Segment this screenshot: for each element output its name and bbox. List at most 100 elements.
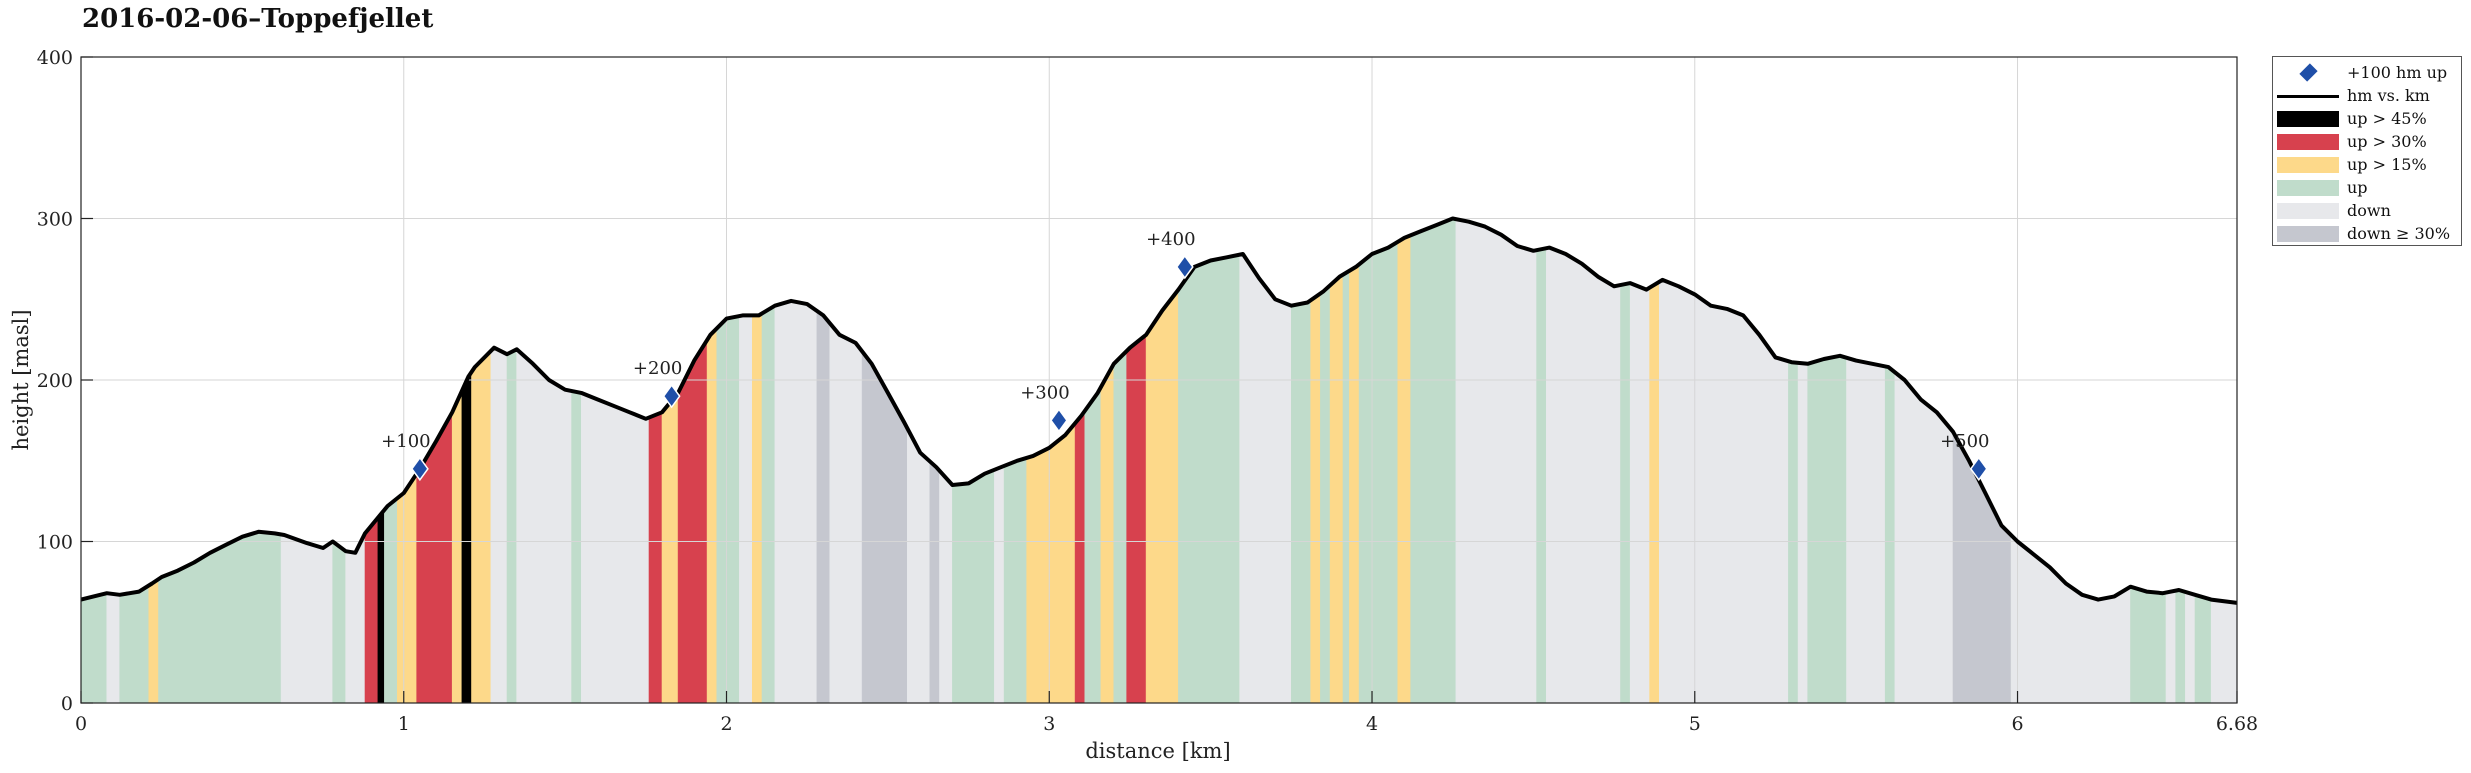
- segment-up-19: [571, 390, 582, 704]
- segment-up15-52: [1329, 274, 1344, 704]
- segment-up15-42: [1100, 362, 1115, 704]
- hm-marker-label-4: +500: [1940, 431, 1989, 452]
- segment-up-74: [2130, 586, 2167, 704]
- segment-up-36: [952, 469, 995, 704]
- segment-up-68: [1807, 355, 1847, 704]
- segment-down-75: [2165, 590, 2176, 704]
- segment-up-0: [80, 592, 108, 704]
- hm-marker-label-0: +100: [381, 431, 430, 452]
- segment-down30-30: [816, 310, 831, 704]
- y-tick-label-2: 200: [37, 370, 73, 392]
- segment-up-78: [2194, 594, 2212, 704]
- legend-line-icon: [2277, 88, 2339, 104]
- segment-down-18: [516, 348, 572, 704]
- legend-swatch-icon: [2277, 179, 2339, 196]
- hm-marker-0: [410, 456, 429, 482]
- segment-up-51: [1320, 284, 1331, 704]
- segment-up-25: [716, 315, 740, 704]
- gradient-segments: [80, 218, 2238, 704]
- segment-up-55: [1358, 258, 1366, 704]
- legend-item-3: up > 30%: [2273, 130, 2461, 153]
- segment-up-47: [1191, 254, 1240, 704]
- segment-up15-27: [751, 312, 763, 704]
- segment-down-59: [1455, 218, 1537, 704]
- x-tick-label-4: 4: [1366, 713, 1378, 735]
- legend-item-6: down: [2273, 199, 2461, 222]
- legend-item-1: hm vs. km: [2273, 84, 2461, 107]
- segment-down-69: [1846, 357, 1886, 704]
- segment-up-41: [1084, 386, 1102, 704]
- hm-marker-2: [1050, 408, 1068, 433]
- legend-swatch-icon: [2277, 110, 2339, 127]
- x-tick-label-5: 5: [1689, 713, 1701, 735]
- segment-up-66: [1788, 360, 1799, 704]
- legend-item-4: up > 15%: [2273, 153, 2461, 176]
- x-tick-label-3: 3: [1043, 713, 1055, 735]
- legend-label: up > 15%: [2347, 155, 2427, 174]
- segment-down-63: [1629, 282, 1650, 704]
- x-tick-label-7: 6.68: [2216, 713, 2258, 735]
- segment-up15-39: [1026, 422, 1076, 704]
- segment-up45-14: [461, 370, 472, 704]
- legend-item-7: down ≥ 30%: [2273, 222, 2461, 245]
- x-tick-label-1: 1: [398, 713, 410, 735]
- segment-up45-9: [377, 509, 385, 704]
- segment-up15-22: [661, 392, 679, 704]
- legend-swatch-icon: [2277, 225, 2339, 242]
- segment-up30-40: [1074, 410, 1086, 704]
- segment-up-76: [2175, 589, 2186, 704]
- segment-up-10: [384, 497, 398, 704]
- segment-down-65: [1659, 279, 1789, 704]
- segment-up-4: [158, 531, 282, 704]
- segment-up30-23: [677, 338, 708, 704]
- segment-up-46: [1178, 270, 1192, 704]
- legend-label: +100 hm up: [2347, 63, 2448, 82]
- segment-up15-15: [471, 350, 492, 704]
- segment-up30-12: [416, 411, 453, 704]
- segment-down-79: [2210, 599, 2238, 704]
- segment-up15-45: [1145, 288, 1179, 704]
- segment-down-61: [1546, 247, 1621, 704]
- hm-marker-4: [1969, 456, 1988, 482]
- segment-up-70: [1884, 366, 1896, 704]
- y-tick-label-0: 0: [61, 693, 73, 715]
- legend-item-5: up: [2273, 176, 2461, 199]
- segment-up-28: [761, 305, 776, 704]
- segment-down30-32: [861, 350, 908, 704]
- segment-down-35: [939, 470, 953, 704]
- segment-up30-8: [364, 516, 379, 704]
- segment-up15-50: [1310, 292, 1321, 704]
- segment-up-62: [1620, 282, 1631, 704]
- segment-down-77: [2185, 591, 2196, 704]
- segment-down30-34: [929, 460, 940, 704]
- grid-lines: [81, 57, 2237, 703]
- segment-down-33: [906, 427, 931, 704]
- segment-up-60: [1536, 247, 1547, 704]
- segment-up15-54: [1349, 263, 1360, 704]
- segment-up-38: [1003, 457, 1027, 704]
- legend-marker-icon: [2277, 63, 2339, 82]
- legend-label: down: [2347, 201, 2391, 220]
- axes: 0 1 2 3 4 5 6 6.68 0 100 200 300 400: [37, 47, 2258, 735]
- profile-line-layer: [80, 216, 2238, 605]
- segment-down-26: [739, 315, 753, 704]
- hm-marker-label-1: +200: [633, 358, 682, 379]
- legend-label: down ≥ 30%: [2347, 224, 2451, 243]
- hm-marker-label-2: +300: [1020, 382, 1069, 403]
- y-axis-label: height [masl]: [9, 309, 33, 450]
- segment-down-37: [994, 465, 1005, 704]
- segment-up15-13: [451, 390, 463, 704]
- segment-up15-64: [1649, 281, 1660, 704]
- legend-swatch-icon: [2277, 133, 2339, 150]
- segment-down-29: [774, 300, 818, 704]
- segment-up-17: [506, 348, 518, 704]
- legend-label: hm vs. km: [2347, 86, 2430, 105]
- legend-item-0: +100 hm up: [2273, 61, 2461, 84]
- hm-markers: +100 +200 +300 +400 +500: [381, 229, 1990, 482]
- segment-up-49: [1291, 299, 1311, 704]
- segment-down-1: [106, 592, 120, 704]
- segment-up-58: [1410, 218, 1457, 704]
- legend-swatch-icon: [2277, 202, 2339, 219]
- segment-up15-24: [706, 327, 718, 704]
- segment-down-20: [580, 392, 650, 704]
